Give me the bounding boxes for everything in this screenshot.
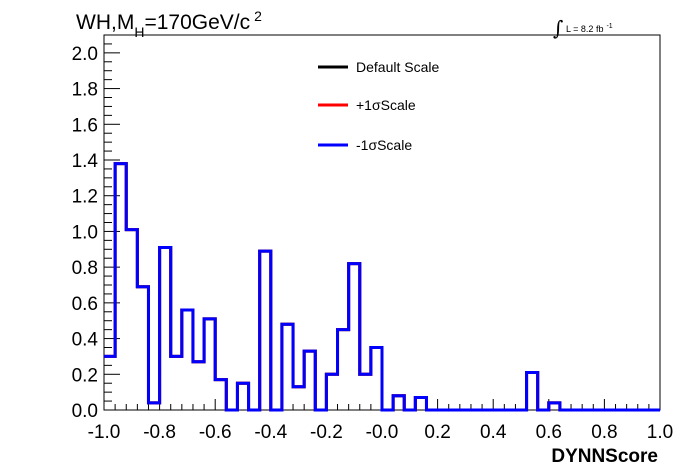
x-tick-label: -0.6	[199, 422, 232, 443]
title-subscript: H	[134, 24, 144, 40]
y-tick-label: 0.8	[72, 258, 98, 279]
axis-ticks: -1.0 -0.8 -0.6 -0.4 -0.2 -0.0 0.2 0.4 0.6 0.8 1.0 0…	[72, 34, 673, 443]
lumi-integral-symbol: ∫	[553, 16, 563, 40]
x-tick-label: -0.8	[143, 422, 176, 443]
x-tick-label: -0.0	[366, 422, 399, 443]
x-tick-label: -0.4	[254, 422, 287, 443]
series-group	[104, 162, 660, 412]
y-tick-label: 1.2	[72, 187, 98, 208]
legend: Default Scale +1σScale -1σScale	[318, 59, 439, 153]
y-tick-label: 0.2	[72, 365, 98, 386]
x-tick-label: 0.2	[424, 422, 450, 443]
legend-label-default: Default Scale	[356, 59, 439, 75]
lumi-text: L = 8.2 fb	[566, 24, 603, 34]
series-line-2	[104, 162, 660, 412]
y-tick-label: 0.0	[72, 401, 98, 422]
y-tick-label: 2.0	[72, 44, 98, 65]
title-main: WH,M	[76, 11, 134, 34]
legend-label-minus1sigma: -1σScale	[356, 137, 412, 153]
y-tick-label: 0.6	[72, 294, 98, 315]
y-tick-label: 1.6	[72, 115, 98, 136]
y-tick-label: 0.4	[72, 330, 99, 351]
title-rest: =170GeV/c	[144, 11, 250, 34]
chart-title: WH,MH=170GeV/c 2	[76, 8, 262, 40]
x-tick-label: 0.8	[591, 422, 617, 443]
x-tick-label: 0.6	[536, 422, 562, 443]
lumi-label: L = 8.2 fb -1	[566, 23, 613, 34]
x-tick-label: 0.4	[480, 422, 507, 443]
title-superscript: 2	[254, 8, 262, 24]
x-tick-label: 1.0	[647, 422, 673, 443]
y-tick-label: 1.0	[72, 222, 98, 243]
lumi-superscript: -1	[606, 23, 612, 30]
legend-label-plus1sigma: +1σScale	[356, 97, 416, 113]
x-tick-label: -1.0	[88, 422, 121, 443]
x-axis-label: DYNNScore	[551, 446, 658, 467]
y-tick-label: 1.8	[72, 80, 98, 101]
x-tick-label: -0.2	[310, 422, 343, 443]
y-tick-label: 1.4	[72, 151, 99, 172]
